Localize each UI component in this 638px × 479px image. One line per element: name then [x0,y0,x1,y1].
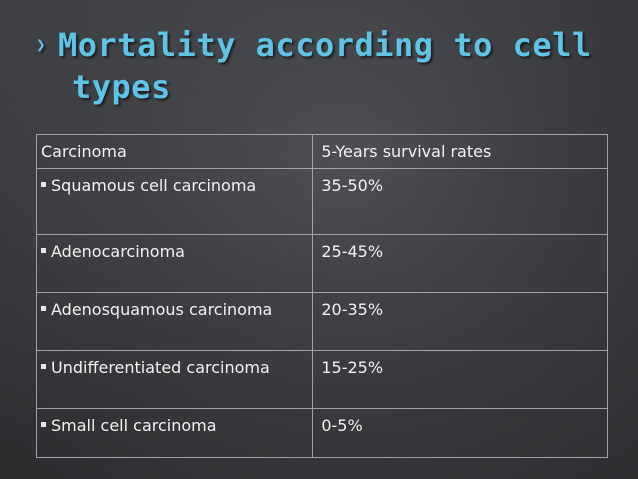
title-line-2: types [72,68,171,106]
square-bullet-icon [41,364,46,369]
carcinoma-type: Small cell carcinoma [51,416,217,435]
square-bullet-icon [41,422,46,427]
title-bullet-icon: ❯ [36,35,47,54]
carcinoma-type-cell: Adenocarcinoma [35,234,314,293]
survival-rate: 15-25% [312,350,608,409]
table-row: Undifferentiated carcinoma 15-25% [35,350,608,409]
square-bullet-icon [41,306,46,311]
table-row: Adenosquamous carcinoma 20-35% [35,292,608,351]
survival-rate: 35-50% [312,168,608,235]
square-bullet-icon [41,182,46,187]
table-row: Adenocarcinoma 25-45% [35,234,608,293]
survival-rate: 25-45% [312,234,608,293]
carcinoma-type: Squamous cell carcinoma [51,176,257,195]
table-row: Small cell carcinoma 0-5% [35,408,608,458]
header-carcinoma: Carcinoma [35,134,314,169]
square-bullet-icon [41,248,46,253]
survival-table: Carcinoma 5-Years survival rates Squamou… [35,134,608,458]
carcinoma-type: Adenocarcinoma [51,242,185,261]
carcinoma-type-cell: Small cell carcinoma [35,408,314,458]
header-survival-rate: 5-Years survival rates [312,134,608,169]
carcinoma-type-cell: Squamous cell carcinoma [35,168,314,235]
carcinoma-type: Undifferentiated carcinoma [51,358,270,377]
carcinoma-type: Adenosquamous carcinoma [51,300,273,319]
survival-rate: 20-35% [312,292,608,351]
survival-rate: 0-5% [312,408,608,458]
carcinoma-type-cell: Adenosquamous carcinoma [35,292,314,351]
table-row: Squamous cell carcinoma 35-50% [35,168,608,235]
table-header-row: Carcinoma 5-Years survival rates [35,134,608,169]
carcinoma-type-cell: Undifferentiated carcinoma [35,350,314,409]
slide-title: ❯ Mortality according to cell types [36,24,596,108]
title-line-1: Mortality according to cell [58,26,592,64]
